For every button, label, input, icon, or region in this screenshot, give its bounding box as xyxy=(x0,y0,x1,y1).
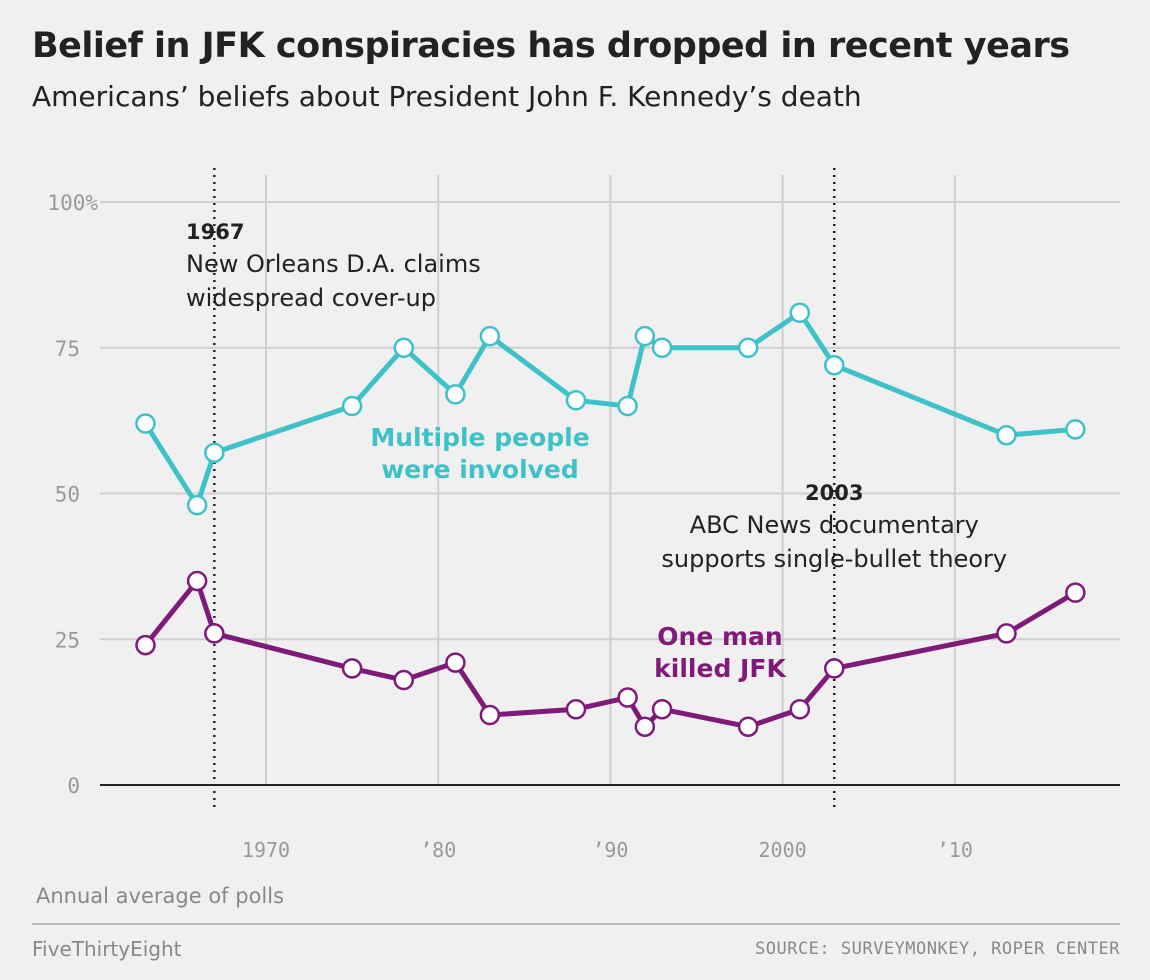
annotation-text: ABC News documentary xyxy=(690,511,979,539)
data-point xyxy=(789,698,811,720)
series-label: One man xyxy=(657,622,782,651)
data-point xyxy=(737,716,759,737)
data-point xyxy=(565,389,587,411)
y-tick-label: 0 xyxy=(67,774,80,798)
chart-title: Belief in JFK conspiracies has dropped i… xyxy=(32,26,1070,66)
x-tick-label: ’90 xyxy=(592,838,628,862)
data-point xyxy=(135,634,156,656)
data-point xyxy=(393,669,415,691)
data-point xyxy=(651,337,673,358)
data-point xyxy=(634,716,656,737)
source-label: SOURCE: SURVEYMONKEY, ROPER CENTER xyxy=(755,939,1120,959)
data-point xyxy=(996,424,1017,446)
series-label: killed JFK xyxy=(654,654,787,683)
series-label: were involved xyxy=(381,455,579,484)
annotation-text: widespread cover-up xyxy=(186,284,436,312)
divider xyxy=(32,923,1120,925)
annotation-text: New Orleans D.A. claims xyxy=(186,250,481,278)
data-point xyxy=(204,623,225,644)
data-point xyxy=(393,337,415,358)
series-label: Multiple people xyxy=(370,423,589,452)
data-point xyxy=(634,325,656,347)
x-tick-label: ’10 xyxy=(937,838,973,862)
brand-label: FiveThirtyEight xyxy=(32,937,182,961)
data-point xyxy=(737,337,759,358)
chart-subtitle: Americans’ beliefs about President John … xyxy=(32,80,862,113)
data-point xyxy=(135,413,156,434)
data-point xyxy=(186,494,208,516)
data-point xyxy=(1065,419,1086,440)
y-tick-label: 50 xyxy=(55,483,80,507)
data-point xyxy=(996,623,1017,644)
data-point xyxy=(479,704,501,726)
data-point xyxy=(824,658,845,679)
footnote: Annual average of polls xyxy=(36,884,285,908)
annotation-year: 2003 xyxy=(805,481,863,505)
annotation-year: 1967 xyxy=(186,220,244,244)
data-point xyxy=(1065,582,1086,603)
data-point xyxy=(479,325,501,347)
data-point xyxy=(789,302,811,324)
series-line xyxy=(143,578,1077,730)
x-tick-label: ’80 xyxy=(420,838,456,862)
annotation-text: supports single-bullet theory xyxy=(661,545,1007,573)
y-tick-label: 100% xyxy=(47,191,98,215)
data-point xyxy=(617,395,638,417)
series-line xyxy=(143,310,1076,508)
data-point xyxy=(651,698,673,720)
data-point xyxy=(341,658,363,679)
data-point xyxy=(341,395,363,417)
y-tick-label: 75 xyxy=(55,337,80,361)
data-point xyxy=(204,442,225,463)
y-tick-label: 25 xyxy=(55,628,80,652)
data-point xyxy=(824,354,845,376)
data-point xyxy=(617,687,638,708)
x-tick-label: 1970 xyxy=(242,838,290,862)
data-point xyxy=(445,652,466,673)
x-tick-label: 2000 xyxy=(759,838,807,862)
data-point xyxy=(186,570,208,592)
data-point xyxy=(565,698,587,720)
data-point xyxy=(445,384,466,405)
